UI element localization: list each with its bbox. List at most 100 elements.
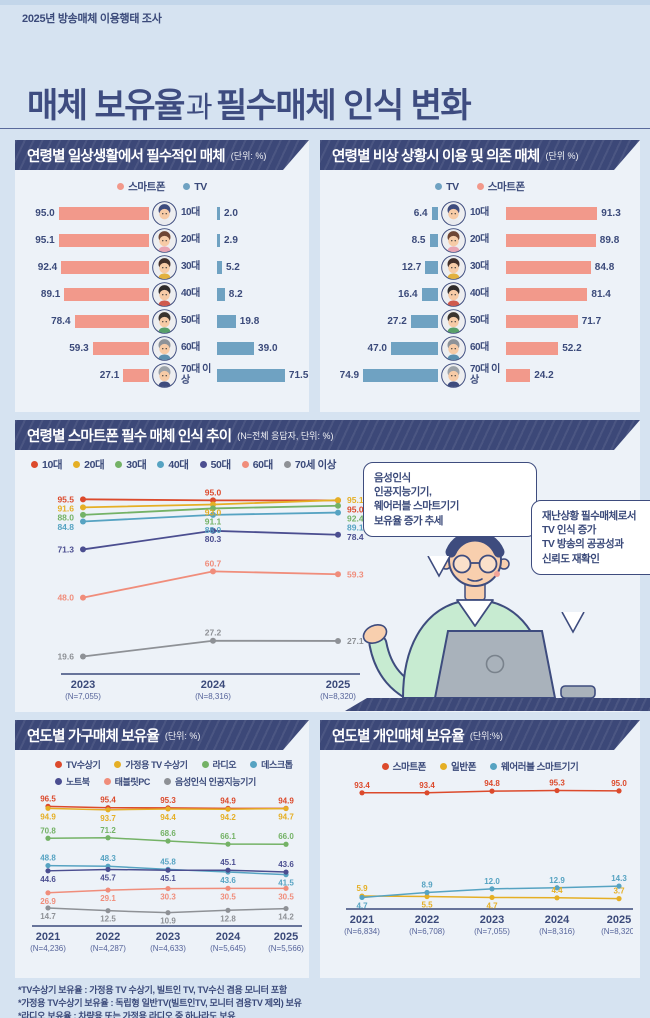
bar-row: 59.3 60대 39.0: [21, 335, 301, 362]
bar-value: 8.5: [411, 235, 426, 246]
svg-text:2024: 2024: [216, 931, 241, 943]
personal-line-chart: 93.4 5.9 4.7 93.4 8.9 5.5 94.8 12.0 4.7 95.3 12.94…: [344, 779, 633, 936]
bar-value: 52.2: [562, 343, 582, 354]
bar: [123, 369, 149, 382]
panel-header: 연도별 가구매체 보유율 (단위: %): [15, 720, 309, 750]
legend: 스마트폰 TV: [15, 170, 309, 194]
bar: [506, 207, 598, 220]
svg-text:41.5: 41.5: [278, 879, 294, 888]
bar-value: 12.7: [401, 262, 422, 273]
bar: [425, 261, 438, 274]
panel-unit: (단위: %): [164, 730, 201, 741]
svg-text:45.8: 45.8: [160, 857, 176, 866]
panel-unit: (N=전체 응답자, 단위: %): [237, 430, 334, 441]
legend-dot-icon: [201, 761, 209, 768]
legend-item: 30대: [115, 457, 147, 472]
bar-row: 27.1 70대 이상 71.5: [21, 362, 308, 389]
panel-title: 연령별 일상생활에서 필수적인 매체: [27, 148, 225, 165]
svg-text:94.9: 94.9: [278, 796, 294, 805]
svg-text:2021: 2021: [36, 931, 60, 943]
legend-item: TV: [435, 179, 459, 194]
svg-text:8.9: 8.9: [421, 880, 433, 889]
bar-rows: 95.0 10대 2.0 95.1 20대 2.9 92.4 30대 5.2 89.1: [15, 194, 309, 389]
legend-dot-icon: [73, 461, 81, 468]
legend-dot-icon: [250, 761, 258, 768]
legend-item: 20대: [73, 457, 105, 472]
svg-text:2025: 2025: [607, 914, 631, 926]
svg-text:95.1: 95.1: [347, 495, 364, 505]
svg-text:45.7: 45.7: [100, 873, 116, 882]
age-label: 50대: [181, 315, 200, 327]
svg-text:91.1: 91.1: [205, 516, 222, 526]
bar: [64, 288, 149, 301]
legend-item: 스마트폰: [381, 759, 426, 773]
svg-text:88.0: 88.0: [205, 525, 222, 535]
svg-text:92.4: 92.4: [347, 514, 364, 524]
legend-dot-icon: [55, 761, 62, 768]
bar-value: 95.1: [35, 235, 55, 246]
svg-text:48.3: 48.3: [100, 854, 116, 863]
legend-dot-icon: [117, 183, 125, 190]
svg-text:71.2: 71.2: [100, 826, 116, 835]
bar-value: 8.2: [228, 289, 243, 300]
age-label: 60대: [470, 342, 489, 354]
svg-text:48.0: 48.0: [57, 593, 74, 603]
bar: [391, 342, 438, 355]
title-part-bold: 매체 보유율: [27, 87, 185, 125]
person-at-laptop-illustration: [362, 530, 596, 698]
legend: TV 스마트폰: [320, 170, 640, 194]
svg-text:2021: 2021: [350, 914, 374, 926]
legend-item: 60대: [241, 457, 273, 472]
svg-text:4.7: 4.7: [486, 901, 498, 910]
svg-text:94.9: 94.9: [220, 796, 236, 805]
legend-dot-icon: [31, 461, 38, 468]
bar-value: 91.3: [601, 208, 621, 219]
bar: [506, 315, 578, 328]
household-line-chart: 96.5 94.9 70.8 48.8 44.6 26.9 14.7 95.4 93.7 71.2…: [30, 794, 304, 953]
legend-item: 스마트폰: [476, 179, 525, 194]
bar-value: 81.4: [591, 289, 611, 300]
panel-header: 연령별 일상생활에서 필수적인 매체 (단위: %): [15, 140, 309, 170]
person-avatar-icon: [441, 363, 466, 388]
bar: [58, 207, 149, 220]
svg-text:30.5: 30.5: [278, 892, 294, 901]
age-label: 20대: [470, 234, 489, 246]
legend-dot-icon: [440, 762, 448, 770]
svg-text:4.4: 4.4: [551, 886, 563, 895]
svg-text:95.4: 95.4: [100, 796, 116, 805]
svg-text:2022: 2022: [415, 914, 439, 926]
person-avatar-icon: [441, 309, 466, 334]
bar-row: 95.1 20대 2.9: [21, 227, 301, 254]
svg-text:2023: 2023: [71, 679, 95, 691]
person-avatar-icon: [152, 255, 177, 280]
bar: [217, 207, 220, 220]
svg-text:80.3: 80.3: [205, 534, 222, 544]
survey-label: 2025년 방송매체 이용행태 조사: [22, 13, 162, 25]
svg-text:93.4: 93.4: [354, 781, 370, 790]
legend-dot-icon: [476, 183, 484, 190]
svg-text:89.1: 89.1: [347, 523, 364, 533]
bar-row: 27.2 50대 71.7: [326, 308, 632, 335]
speech-bubble-tail-icon: [427, 556, 451, 578]
bar-value: 84.8: [594, 262, 615, 273]
svg-text:43.6: 43.6: [220, 876, 236, 885]
legend-dot-icon: [283, 461, 291, 468]
bar-value: 95.0: [35, 208, 55, 219]
svg-text:94.2: 94.2: [220, 813, 236, 822]
svg-text:5.9: 5.9: [356, 884, 368, 893]
bar: [58, 234, 149, 247]
age-label: 60대: [181, 342, 200, 354]
age-label: 30대: [470, 261, 489, 273]
svg-text:95.0: 95.0: [205, 487, 222, 497]
svg-text:66.1: 66.1: [220, 832, 236, 841]
legend: 10대 20대 30대 40대 50대 60대 70세 이상: [31, 457, 336, 472]
bar: [61, 261, 149, 274]
speech-bubble-devices: 음성인식 인공지능기기, 웨어러블 스마트기기 보유율 증가 추세: [363, 462, 537, 537]
bar-value: 89.8: [599, 235, 620, 246]
bar: [217, 369, 285, 382]
legend-item: 스마트폰: [117, 179, 166, 194]
bar-value: 78.4: [51, 316, 71, 327]
age-label: 70대 이상: [470, 364, 500, 386]
age-label: 40대: [470, 288, 489, 300]
svg-text:2023: 2023: [156, 931, 180, 943]
